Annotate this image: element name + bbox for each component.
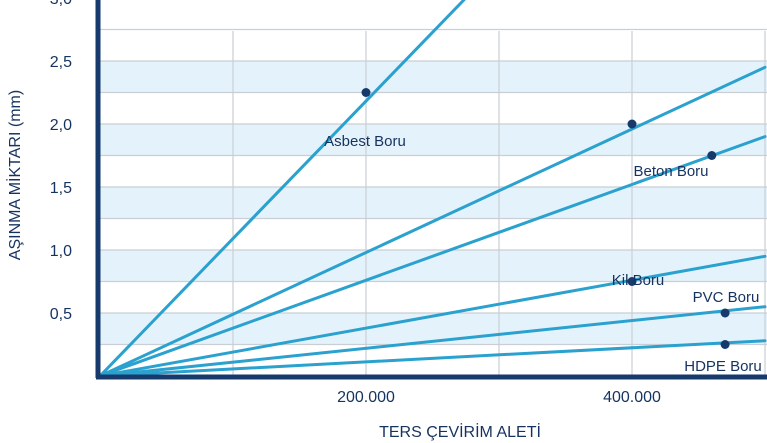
series-line bbox=[98, 0, 466, 378]
x-tick-label: 200.000 bbox=[337, 389, 395, 406]
x-tick-label: 400.000 bbox=[603, 389, 661, 406]
y-tick-label: 2,0 bbox=[50, 117, 72, 134]
series-labels: Asbest Boru Beton Boru Kil Boru PVC Boru HDP… bbox=[324, 133, 762, 375]
axes bbox=[95, 0, 767, 380]
y-tick-label: 1,0 bbox=[50, 243, 72, 260]
y-tick-label: 2,5 bbox=[50, 54, 72, 71]
y-tick-label: 0,5 bbox=[50, 306, 72, 323]
series-line bbox=[98, 254, 767, 378]
series-lines bbox=[98, 0, 767, 378]
series-line bbox=[98, 65, 767, 378]
series-label: Kil Boru bbox=[612, 272, 665, 289]
data-point-marker bbox=[720, 340, 730, 349]
series-label: PVC Boru bbox=[693, 289, 760, 306]
series-line bbox=[98, 305, 767, 378]
shaded-band bbox=[100, 124, 767, 156]
tick-labels: 3,0 2,5 2,0 1,5 1,0 0,5 200.000 400.000 bbox=[50, 0, 661, 406]
y-tick-label: 3,0 bbox=[50, 0, 72, 8]
data-point-marker bbox=[720, 308, 730, 318]
y-axis-title: AŞINMA MİKTARI (mm) bbox=[5, 90, 24, 260]
y-tick-label: 1,5 bbox=[50, 180, 72, 197]
series-line bbox=[98, 339, 767, 378]
series-label: Asbest Boru bbox=[324, 133, 406, 150]
shaded-band bbox=[100, 61, 767, 93]
shaded-band bbox=[100, 187, 767, 219]
series-markers bbox=[361, 88, 730, 349]
data-point-marker bbox=[627, 119, 637, 129]
series-label: HDPE Boru bbox=[684, 358, 762, 375]
x-axis-title: TERS ÇEVİRİM ALETİ bbox=[379, 422, 541, 441]
data-point-marker bbox=[627, 277, 637, 286]
data-point-marker bbox=[361, 88, 371, 97]
shaded-bands bbox=[100, 61, 767, 345]
series-label: Beton Boru bbox=[633, 163, 708, 180]
series-line bbox=[98, 135, 767, 378]
data-point-marker bbox=[707, 151, 717, 160]
